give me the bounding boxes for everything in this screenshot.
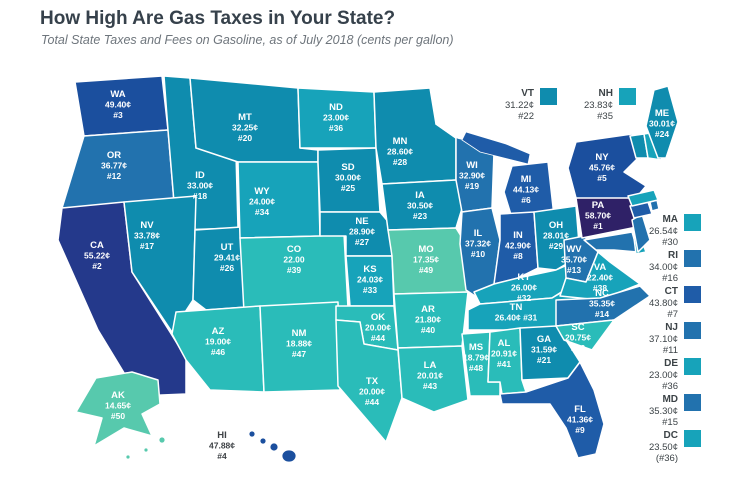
legend-entry-nh: NH 23.83¢ #35	[565, 88, 636, 123]
state-shape-ma	[627, 189, 659, 207]
state-label-ms: MS 18.79¢ #48	[463, 342, 489, 373]
state-label-ca: CA 55.22¢ #2	[84, 240, 110, 271]
legend-text: DE 23.00¢ #36	[648, 358, 678, 392]
state-shape-me	[645, 85, 679, 159]
legend-color-swatch	[684, 250, 701, 267]
state-label-nc: NC 35.35¢ #14	[589, 288, 615, 319]
state-label-va: VA 22.40¢ #38	[587, 262, 613, 293]
state-label-sc: SC 20.75¢ #42	[565, 322, 591, 353]
ak-island	[125, 454, 131, 460]
legend-right-east-coast: MA 26.54¢ #30 RI 34.00¢ #16 CT 43.80¢ #7 NJ 37.10¢…	[622, 214, 701, 465]
state-label-wa: WA 49.40¢ #3	[105, 89, 131, 120]
legend-text: VT 31.22¢ #22	[504, 88, 534, 122]
ak-island	[158, 436, 166, 444]
state-label-in: IN 42.90¢ #8	[505, 230, 531, 261]
state-label-nv: NV 33.78¢ #17	[134, 220, 160, 251]
state-label-wi: WI 32.90¢ #19	[459, 160, 485, 191]
state-shape-fl	[499, 361, 605, 459]
legend-color-swatch	[684, 322, 701, 339]
hi-island	[259, 437, 267, 445]
state-label-oh: OH 28.01¢ #29	[543, 220, 569, 251]
legend-text: NJ 37.10¢ #11	[648, 322, 678, 356]
hi-island	[281, 449, 297, 463]
legend-color-swatch	[684, 394, 701, 411]
legend-text: NH 23.83¢ #35	[583, 88, 613, 122]
state-label-hi: HI 47.88¢ #4	[209, 430, 235, 461]
state-label-me: ME 30.01¢ #24	[649, 108, 675, 139]
state-shape-la	[397, 345, 469, 413]
ak-island	[143, 447, 149, 453]
state-label-mo: MO 17.35¢ #49	[413, 244, 439, 275]
state-label-az: AZ 19.00¢ #46	[205, 326, 231, 357]
state-shape-va	[559, 251, 641, 301]
state-label-fl: FL 41.36¢ #9	[567, 404, 593, 435]
legend-entry-md: MD 35.30¢ #15	[622, 394, 701, 429]
legend-entry-de: DE 23.00¢ #36	[622, 358, 701, 393]
legend-entry-ct: CT 43.80¢ #7	[622, 286, 701, 321]
state-label-il: IL 37.32¢ #10	[465, 228, 491, 259]
state-label-ny: NY 45.76¢ #5	[589, 152, 615, 183]
state-label-ok: OK 20.00¢ #44	[365, 312, 391, 343]
hi-island	[248, 430, 256, 438]
page-title: How High Are Gas Taxes in Your State?	[40, 8, 396, 29]
state-label-ak: AK 14.65¢ #50	[105, 390, 131, 421]
legend-entry-vt: VT 31.22¢ #22	[486, 88, 557, 123]
state-label-wy: WY 24.00¢ #34	[249, 186, 275, 217]
legend-entry-ri: RI 34.00¢ #16	[622, 250, 701, 285]
state-label-ne: NE 28.90¢ #27	[349, 216, 375, 247]
state-label-nd: ND 23.00¢ #36	[323, 102, 349, 133]
state-label-ar: AR 21.80¢ #40	[415, 304, 441, 335]
state-shape-ia	[381, 179, 465, 231]
state-shape-sc	[555, 319, 615, 351]
state-label-wv: WV 35.70¢ #13	[561, 244, 587, 275]
state-shape-ak	[75, 371, 161, 447]
state-label-sd: SD 30.00¢ #25	[335, 162, 361, 193]
state-shape-nm	[259, 301, 341, 393]
legend-entry-ma: MA 26.54¢ #30	[622, 214, 701, 249]
state-label-ga: GA 31.59¢ #21	[531, 334, 557, 365]
legend-color-swatch	[619, 88, 636, 105]
state-label-ut: UT 29.41¢ #26	[214, 242, 240, 273]
state-shape-md	[583, 231, 639, 253]
legend-color-swatch	[684, 286, 701, 303]
legend-text: DC 23.50¢ (#36)	[648, 430, 678, 464]
legend-color-swatch	[684, 214, 701, 231]
legend-text: MD 35.30¢ #15	[648, 394, 678, 428]
legend-color-swatch	[540, 88, 557, 105]
state-label-mn: MN 28.60¢ #28	[387, 136, 413, 167]
state-label-ia: IA 30.50¢ #23	[407, 190, 433, 221]
legend-text: RI 34.00¢ #16	[648, 250, 678, 284]
legend-text: CT 43.80¢ #7	[648, 286, 678, 320]
state-label-mi: MI 44.13¢ #6	[513, 174, 539, 205]
state-shape-ny	[567, 133, 647, 199]
state-label-ky: KY 26.00¢ #32	[511, 272, 537, 303]
legend-color-swatch	[684, 358, 701, 375]
state-label-al: AL 20.91¢ #41	[491, 338, 517, 369]
page-subtitle: Total State Taxes and Fees on Gasoline, …	[41, 33, 454, 47]
state-shape-mn	[373, 87, 457, 185]
state-label-tn: TN 26.40¢ #31	[495, 302, 538, 323]
hi-island	[269, 442, 279, 452]
state-label-pa: PA 58.70¢ #1	[585, 200, 611, 231]
state-shape-co	[239, 233, 349, 313]
legend-color-swatch	[684, 430, 701, 447]
state-label-nm: NM 18.88¢ #47	[286, 328, 312, 359]
state-label-la: LA 20.01¢ #43	[417, 360, 443, 391]
state-label-mt: MT 32.25¢ #20	[232, 112, 258, 143]
state-label-tx: TX 20.00¢ #44	[359, 376, 385, 407]
legend-top-vt-nh: VT 31.22¢ #22 NH 23.83¢ #35	[486, 88, 636, 123]
legend-entry-dc: DC 23.50¢ (#36)	[622, 430, 701, 465]
state-label-co: CO 22.00 #39	[283, 244, 305, 275]
state-label-id: ID 33.00¢ #18	[187, 170, 213, 201]
state-label-ks: KS 24.03¢ #33	[357, 264, 383, 295]
legend-entry-nj: NJ 37.10¢ #11	[622, 322, 701, 357]
legend-text: MA 26.54¢ #30	[648, 214, 678, 248]
state-label-or: OR 36.77¢ #12	[101, 150, 127, 181]
